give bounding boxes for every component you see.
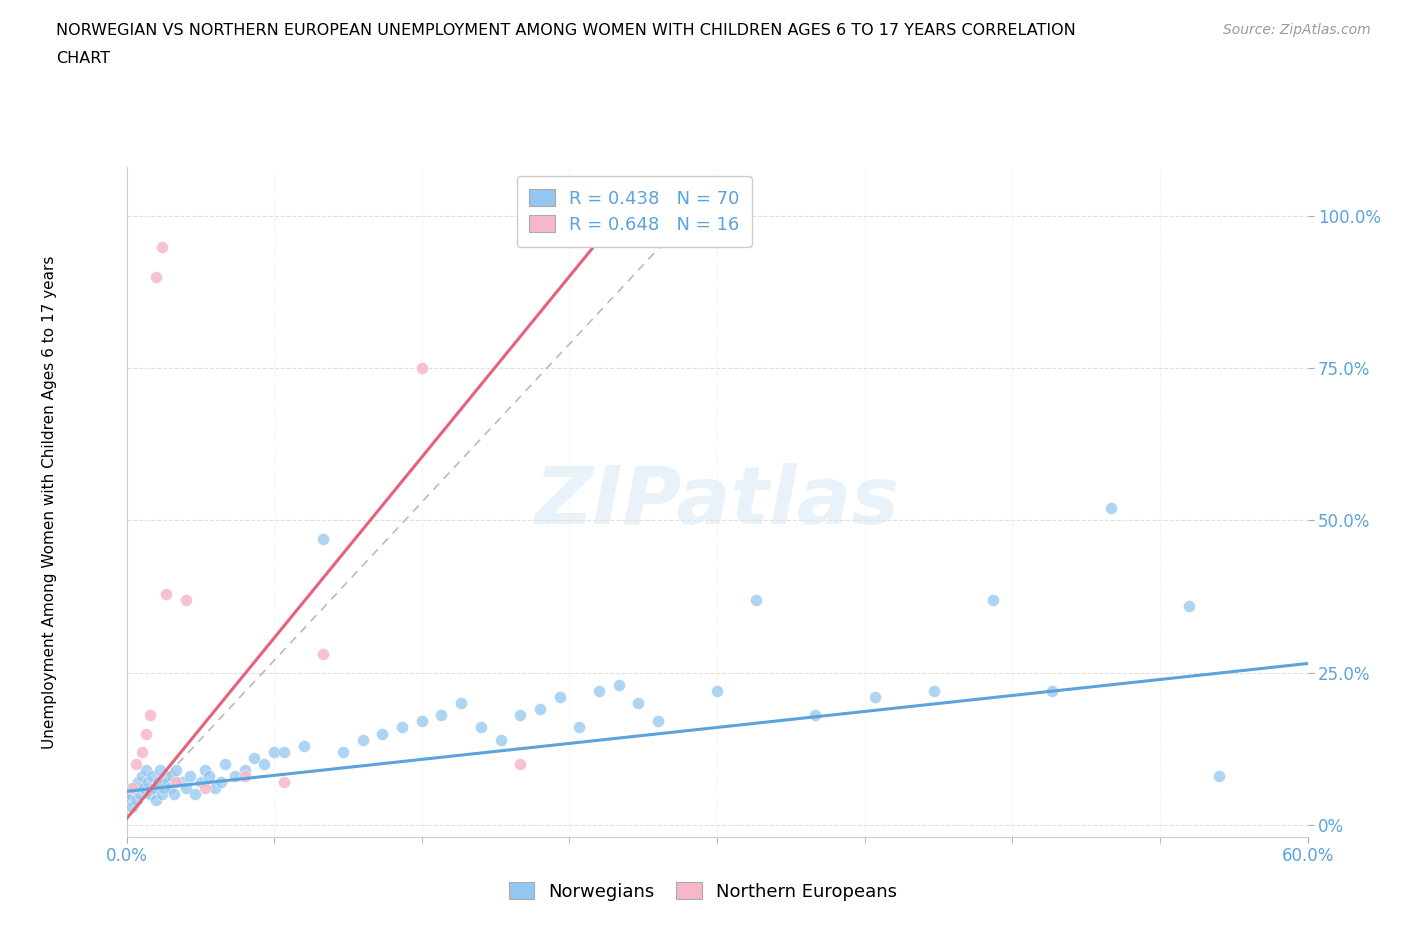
Point [273, 775, 295, 790]
Point [150, 239, 173, 254]
Point [165, 763, 187, 777]
Point [509, 708, 531, 723]
Point [139, 708, 162, 723]
Point [174, 592, 197, 607]
Point [153, 781, 176, 796]
Legend: R = 0.438   N = 70, R = 0.648   N = 16: R = 0.438 N = 70, R = 0.648 N = 16 [516, 177, 752, 246]
Text: NORWEGIAN VS NORTHERN EUROPEAN UNEMPLOYMENT AMONG WOMEN WITH CHILDREN AGES 6 TO : NORWEGIAN VS NORTHERN EUROPEAN UNEMPLOYM… [56, 23, 1076, 38]
Point [117, 793, 139, 808]
Point [981, 592, 1004, 607]
Point [121, 799, 143, 814]
Point [159, 781, 181, 796]
Point [125, 793, 148, 808]
Point [129, 787, 152, 802]
Point [922, 684, 945, 698]
Point [371, 726, 394, 741]
Point [155, 586, 177, 601]
Point [125, 756, 148, 771]
Point [352, 732, 374, 747]
Point [145, 793, 167, 808]
Point [165, 775, 187, 790]
Point [312, 531, 335, 546]
Point [155, 769, 177, 784]
Point [139, 787, 162, 802]
Point [233, 769, 256, 784]
Point [135, 763, 157, 777]
Point [131, 744, 153, 759]
Point [174, 781, 197, 796]
Point [548, 689, 571, 704]
Point [1099, 501, 1122, 516]
Point [391, 720, 413, 735]
Point [209, 775, 232, 790]
Point [136, 775, 159, 790]
Point [263, 744, 285, 759]
Point [706, 684, 728, 698]
Point [124, 781, 146, 796]
Point [411, 361, 433, 376]
Point [568, 720, 591, 735]
Point [233, 763, 256, 777]
Point [627, 696, 650, 711]
Point [647, 714, 669, 729]
Point [450, 696, 472, 711]
Point [253, 756, 276, 771]
Point [143, 781, 166, 796]
Point [135, 726, 157, 741]
Point [204, 781, 226, 796]
Point [150, 787, 173, 802]
Point [273, 744, 295, 759]
Point [529, 702, 551, 717]
Text: Unemployment Among Women with Children Ages 6 to 17 years: Unemployment Among Women with Children A… [42, 256, 56, 749]
Point [127, 775, 149, 790]
Point [411, 714, 433, 729]
Text: Source: ZipAtlas.com: Source: ZipAtlas.com [1223, 23, 1371, 37]
Point [430, 708, 453, 723]
Point [145, 270, 167, 285]
Point [1208, 769, 1230, 784]
Point [179, 769, 201, 784]
Point [243, 751, 266, 765]
Point [489, 732, 512, 747]
Point [509, 756, 531, 771]
Point [312, 647, 335, 662]
Point [134, 781, 156, 796]
Legend: Norwegians, Northern Europeans: Norwegians, Northern Europeans [498, 871, 908, 911]
Point [190, 775, 212, 790]
Point [194, 763, 217, 777]
Point [146, 775, 169, 790]
Point [156, 775, 179, 790]
Point [184, 787, 207, 802]
Point [160, 769, 183, 784]
Point [131, 769, 153, 784]
Point [170, 775, 193, 790]
Point [120, 787, 142, 802]
Point [292, 738, 315, 753]
Point [149, 763, 172, 777]
Point [121, 781, 143, 796]
Point [214, 756, 236, 771]
Point [332, 744, 354, 759]
Text: CHART: CHART [56, 51, 110, 66]
Point [194, 781, 217, 796]
Text: ZIPatlas: ZIPatlas [534, 463, 900, 541]
Point [1040, 684, 1063, 698]
Point [198, 769, 221, 784]
Point [470, 720, 492, 735]
Point [141, 769, 163, 784]
Point [745, 592, 768, 607]
Point [607, 677, 630, 692]
Point [588, 684, 610, 698]
Point [863, 689, 886, 704]
Point [224, 769, 246, 784]
Point [163, 787, 186, 802]
Point [1178, 598, 1201, 613]
Point [804, 708, 827, 723]
